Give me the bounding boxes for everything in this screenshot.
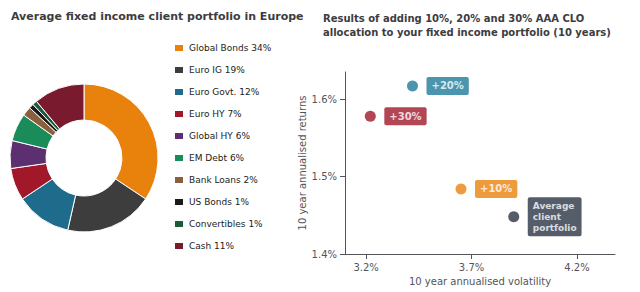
svg-text:Average fixed income client po: Average fixed income client portfolio in… — [11, 10, 304, 23]
svg-text:Global Bonds 34%: Global Bonds 34% — [189, 43, 272, 53]
svg-text:allocation to your fixed incom: allocation to your fixed income portfoli… — [323, 27, 611, 38]
svg-text:Results of adding 10%, 20% and: Results of adding 10%, 20% and 30% AAA C… — [323, 13, 584, 24]
svg-text:Cash 11%: Cash 11% — [189, 241, 235, 251]
svg-text:+10%: +10% — [480, 183, 512, 194]
svg-text:portfolio: portfolio — [533, 223, 577, 233]
svg-text:Global HY 6%: Global HY 6% — [189, 131, 250, 141]
svg-text:10 year annualised volatility: 10 year annualised volatility — [409, 276, 551, 287]
svg-text:3.2%: 3.2% — [353, 262, 378, 273]
svg-text:+30%: +30% — [389, 111, 421, 122]
svg-text:+20%: +20% — [432, 80, 464, 91]
svg-text:Convertibles 1%: Convertibles 1% — [189, 219, 263, 229]
svg-text:US Bonds 1%: US Bonds 1% — [189, 197, 250, 207]
svg-text:Bank Loans 2%: Bank Loans 2% — [189, 175, 258, 185]
svg-text:EM Debt 6%: EM Debt 6% — [189, 153, 245, 163]
svg-text:client: client — [533, 212, 562, 222]
svg-text:Euro Govt. 12%: Euro Govt. 12% — [189, 87, 260, 97]
svg-text:4.2%: 4.2% — [564, 262, 589, 273]
svg-text:3.7%: 3.7% — [459, 262, 484, 273]
svg-text:Average: Average — [533, 201, 575, 211]
svg-text:1.4%: 1.4% — [312, 249, 337, 260]
svg-text:1.6%: 1.6% — [312, 94, 337, 105]
svg-text:Euro IG 19%: Euro IG 19% — [189, 65, 245, 75]
svg-text:Euro HY 7%: Euro HY 7% — [189, 109, 242, 119]
svg-text:1.5%: 1.5% — [312, 171, 337, 182]
svg-text:10 year annualised returns: 10 year annualised returns — [297, 96, 308, 231]
